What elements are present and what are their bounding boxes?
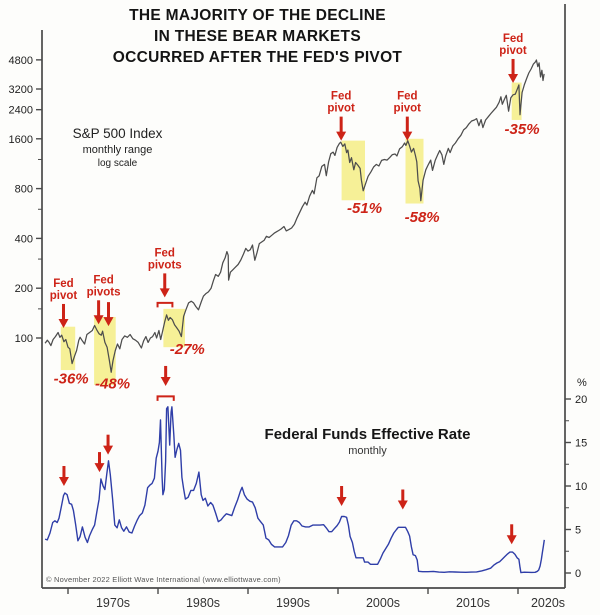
decline-pct-label: -51% <box>347 200 382 217</box>
sp500-series-label: S&P 500 Index monthly range log scale <box>50 126 185 169</box>
bear-market-band <box>511 82 522 120</box>
ffr-title: Federal Funds Effective Rate <box>264 426 471 443</box>
left-axis-tick-label: 2400 <box>9 105 33 117</box>
right-axis-unit-label: % <box>577 377 587 389</box>
fed-pivot-label: Fed <box>53 278 73 290</box>
ffr-pivot-arrow-head <box>94 463 105 473</box>
right-axis-tick-label: 20 <box>575 394 587 406</box>
copyright-note: © November 2022 Elliott Wave Internation… <box>46 575 281 584</box>
ffr-series-line <box>44 406 545 574</box>
title-line-3: OCCURRED AFTER THE FED'S PIVOT <box>112 49 403 66</box>
ffr-pivot-arrow-head <box>506 535 517 545</box>
left-axis-tick-label: 100 <box>15 333 33 345</box>
x-axis-decade-label: 1970s <box>96 596 130 610</box>
fed-pivot-label: Fed <box>93 274 113 286</box>
fed-pivot-arrow-head <box>93 315 104 325</box>
sp500-subtitle-scale: log scale <box>97 158 138 169</box>
decline-pct-label: -35% <box>505 121 540 138</box>
right-axis-tick-label: 5 <box>575 525 581 537</box>
fed-pivot-arrow-head <box>103 317 114 327</box>
fed-pivot-arrow-head <box>58 318 69 328</box>
x-axis-decade-label: 1980s <box>186 596 220 610</box>
x-axis-decade-label: 2000s <box>366 596 400 610</box>
sp500-series-line <box>44 59 545 373</box>
fed-pivot-label: Fed <box>155 247 175 259</box>
fed-pivot-label: pivots <box>87 286 121 298</box>
fed-pivot-label: pivot <box>50 290 78 302</box>
left-axis-tick-label: 1600 <box>9 134 33 146</box>
fed-pivot-label: pivots <box>148 259 182 271</box>
decline-pct-label: -48% <box>95 376 130 393</box>
ffr-pivot-arrow-head <box>58 477 69 486</box>
x-axis-decade-label: 2020s <box>531 596 565 610</box>
chart-main-title: THE MAJORITY OF THE DECLINE IN THESE BEA… <box>50 5 465 68</box>
fed-pivot-arrow-head <box>336 131 347 141</box>
right-axis-tick-label: 0 <box>575 568 581 580</box>
right-axis-tick-label: 15 <box>575 438 587 450</box>
decline-pct-label: -27% <box>170 341 205 358</box>
decline-pct-label: -58% <box>405 209 440 226</box>
left-axis-tick-label: 3200 <box>9 84 33 96</box>
bear-market-band <box>341 140 365 201</box>
left-axis-tick-label: 200 <box>15 283 33 295</box>
fed-pivot-label: Fed <box>503 33 523 45</box>
left-axis-tick-label: 400 <box>15 233 33 245</box>
title-line-1: THE MAJORITY OF THE DECLINE <box>129 7 386 24</box>
fed-pivot-label: Fed <box>397 91 417 103</box>
sp500-title: S&P 500 Index <box>72 126 163 141</box>
x-axis-decade-label: 1990s <box>276 596 310 610</box>
decline-pct-label: -36% <box>54 370 89 387</box>
ffr-pivot-arrow-head <box>336 497 347 507</box>
fed-pivot-arrow-head <box>402 131 413 141</box>
right-axis-tick-label: 10 <box>575 481 587 493</box>
ffr-series-label: Federal Funds Effective Rate monthly <box>235 426 500 457</box>
fed-pivot-arrow-head <box>508 73 519 83</box>
fed-pivot-bracket <box>156 301 174 308</box>
title-line-2: IN THESE BEAR MARKETS <box>154 28 361 45</box>
ffr-subtitle: monthly <box>348 445 387 457</box>
ffr-pivot-arrow-head <box>397 500 408 510</box>
fed-pivot-label: pivot <box>394 103 422 115</box>
x-axis-decade-label: 2010s <box>456 596 490 610</box>
sp500-subtitle-range: monthly range <box>82 144 153 156</box>
bear-market-band <box>60 326 76 371</box>
ffr-pivot-arrow-head <box>160 376 171 386</box>
fed-pivot-label: Fed <box>331 91 351 103</box>
left-axis-tick-label: 800 <box>15 184 33 196</box>
ffr-pivot-arrow-head <box>103 445 114 455</box>
fed-pivot-label: pivot <box>499 45 527 57</box>
ffr-pivot-bracket <box>156 395 175 401</box>
fed-pivot-arrow-head <box>159 288 170 298</box>
fed-pivot-label: pivot <box>327 103 355 115</box>
left-axis-tick-label: 4800 <box>9 55 33 67</box>
